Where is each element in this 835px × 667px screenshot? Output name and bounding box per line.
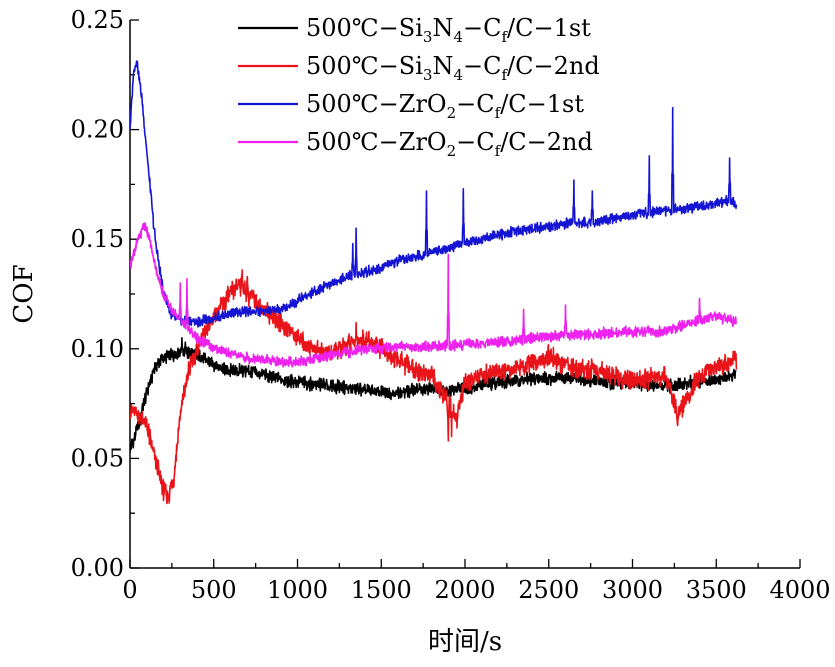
x-tick-label: 3000 <box>602 576 663 604</box>
y-tick-label: 0.25 <box>71 6 124 34</box>
x-tick-label: 1500 <box>351 576 412 604</box>
series-layer <box>130 60 738 505</box>
legend-label-2: 500℃−Si3N4−Cf/C−2nd <box>306 52 600 84</box>
legend-label-3: 500℃−ZrO2−Cf/C−1st <box>306 90 584 122</box>
series-line-2 <box>130 269 738 505</box>
x-tick-label: 500 <box>191 576 237 604</box>
x-tick-label: 0 <box>122 576 137 604</box>
y-tick-label: 0.15 <box>71 225 124 253</box>
x-tick-label: 2000 <box>434 576 495 604</box>
x-tick-label: 4000 <box>769 576 830 604</box>
y-tick-label: 0.00 <box>71 554 124 582</box>
x-tick-label: 3500 <box>686 576 747 604</box>
series-line-3 <box>130 60 738 328</box>
x-axis-title: 时间/s <box>428 627 502 657</box>
y-tick-label: 0.20 <box>71 116 124 144</box>
legend-label-1: 500℃−Si3N4−Cf/C−1st <box>306 14 591 46</box>
legend: 500℃−Si3N4−Cf/C−1st 500℃−Si3N4−Cf/C−2nd 50… <box>238 14 600 160</box>
y-tick-label: 0.05 <box>71 444 124 472</box>
legend-label-4: 500℃−ZrO2−Cf/C−2nd <box>306 128 593 160</box>
series-line-1 <box>130 336 737 453</box>
x-tick-label: 2500 <box>518 576 579 604</box>
axes: 0.00 0.05 0.10 0.15 0.20 0.25 0 500 1000 1500 2000… <box>71 6 831 604</box>
y-axis-title: COF <box>9 264 39 323</box>
y-tick-label: 0.10 <box>71 335 124 363</box>
series-line-4 <box>130 222 738 368</box>
x-tick-label: 1000 <box>267 576 328 604</box>
